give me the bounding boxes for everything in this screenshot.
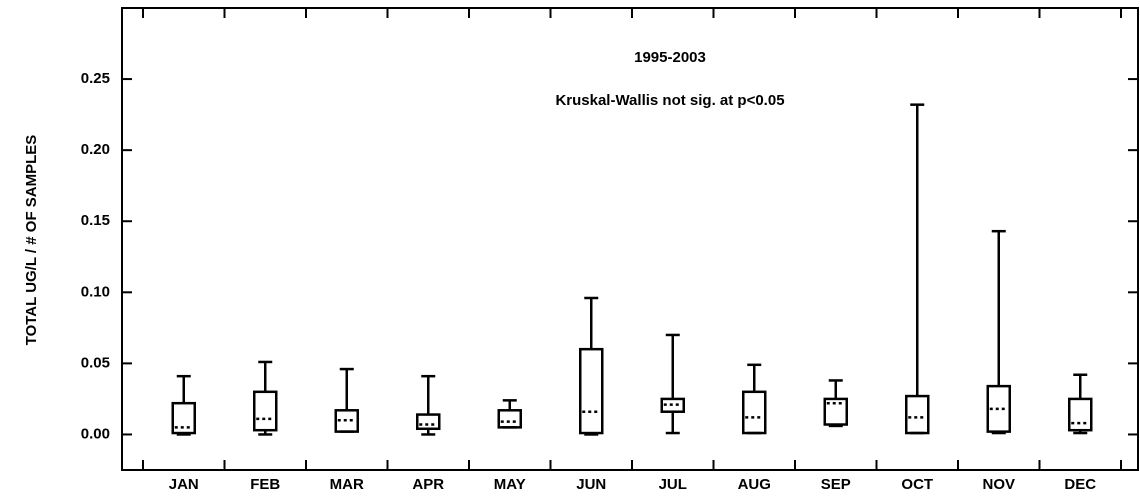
- box: [660, 397, 685, 413]
- box: [334, 409, 359, 433]
- box: [416, 413, 441, 431]
- box: [823, 397, 848, 426]
- x-tick-label: APR: [412, 476, 444, 493]
- plot-frame: [121, 7, 1139, 471]
- x-tick-label: DEC: [1064, 476, 1096, 493]
- box: [253, 390, 278, 432]
- y-tick-label: 0.15: [81, 212, 110, 229]
- x-tick-label: JAN: [169, 476, 199, 493]
- x-tick-label: MAY: [494, 476, 526, 493]
- x-tick-label: SEP: [821, 476, 851, 493]
- box: [497, 409, 522, 429]
- x-tick-label: AUG: [738, 476, 771, 493]
- x-tick-label: FEB: [250, 476, 280, 493]
- y-tick-label: 0.00: [81, 425, 110, 442]
- y-tick-label: 0.05: [81, 354, 110, 371]
- chart-title: 1995-2003: [634, 49, 706, 66]
- box: [742, 390, 767, 435]
- y-tick-label: 0.10: [81, 283, 110, 300]
- y-tick-label: 0.25: [81, 70, 110, 87]
- box: [986, 384, 1011, 433]
- x-tick-label: MAR: [330, 476, 364, 493]
- x-tick-label: JUL: [659, 476, 687, 493]
- y-tick-label: 0.20: [81, 141, 110, 158]
- x-tick-label: JUN: [576, 476, 606, 493]
- box: [579, 347, 604, 435]
- y-axis-label: TOTAL UG/L / # OF SAMPLES: [23, 135, 40, 346]
- x-tick-label: NOV: [982, 476, 1015, 493]
- box: [1068, 397, 1093, 432]
- box: [905, 394, 930, 435]
- chart-subtitle: Kruskal-Wallis not sig. at p<0.05: [555, 92, 784, 109]
- x-tick-label: OCT: [901, 476, 933, 493]
- box: [171, 401, 196, 435]
